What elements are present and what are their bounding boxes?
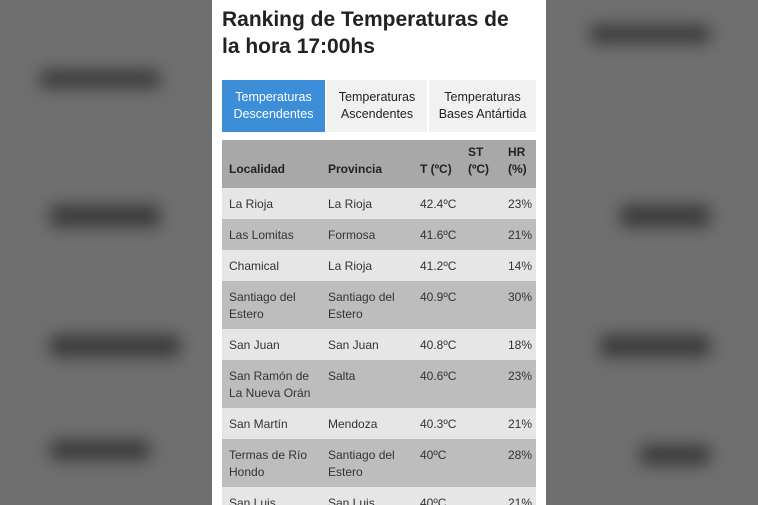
cell-provincia: La Rioja <box>321 250 413 281</box>
cell-localidad: Termas de Río Hondo <box>222 439 321 487</box>
cell-sensacion-termica <box>461 487 499 505</box>
cell-humedad: 30% <box>499 281 536 329</box>
cell-humedad: 21% <box>499 408 536 439</box>
cell-localidad: San Ramón de La Nueva Orán <box>222 360 321 408</box>
cell-temperatura: 40.3ºC <box>413 408 461 439</box>
page-title: Ranking de Temperaturas de la hora 17:00… <box>222 8 509 58</box>
tab-bar: Temperaturas Descendentes Temperaturas A… <box>222 80 536 132</box>
table-row: Chamical La Rioja 41.2ºC 14% <box>222 250 536 281</box>
table-row: Termas de Río Hondo Santiago del Estero 40… <box>222 439 536 487</box>
cell-sensacion-termica <box>461 188 499 219</box>
background-blur-shape <box>50 335 180 357</box>
cell-temperatura: 40.8ºC <box>413 329 461 360</box>
background-blur-shape <box>50 205 160 227</box>
cell-humedad: 21% <box>499 487 536 505</box>
table-header-row: Localidad Provincia T (ºC) ST (ºC) HR (%… <box>222 140 536 188</box>
background-blur-shape <box>620 205 710 227</box>
temperature-table: Localidad Provincia T (ºC) ST (ºC) HR (%… <box>222 140 536 505</box>
cell-temperatura: 40ºC <box>413 439 461 487</box>
cell-provincia: La Rioja <box>321 188 413 219</box>
cell-temperatura: 41.2ºC <box>413 250 461 281</box>
tab-temperaturas-bases-antartida[interactable]: Temperaturas Bases Antártida <box>429 80 536 132</box>
cell-localidad: La Rioja <box>222 188 321 219</box>
cell-sensacion-termica <box>461 219 499 250</box>
cell-provincia: Formosa <box>321 219 413 250</box>
cell-temperatura: 40.9ºC <box>413 281 461 329</box>
cell-provincia: San Juan <box>321 329 413 360</box>
column-header-temperatura: T (ºC) <box>413 140 461 188</box>
cell-provincia: Salta <box>321 360 413 408</box>
table-row: La Rioja La Rioja 42.4ºC 23% <box>222 188 536 219</box>
table-row: San Martín Mendoza 40.3ºC 21% <box>222 408 536 439</box>
column-header-sensacion-termica: ST (ºC) <box>461 140 499 188</box>
cell-localidad: Santiago del Estero <box>222 281 321 329</box>
cell-humedad: 23% <box>499 360 536 408</box>
cell-localidad: San Luis <box>222 487 321 505</box>
table-row: San Juan San Juan 40.8ºC 18% <box>222 329 536 360</box>
tab-temperaturas-descendentes[interactable]: Temperaturas Descendentes <box>222 80 327 132</box>
background-blur-shape <box>590 25 710 43</box>
table-row: Santiago del Estero Santiago del Estero 40… <box>222 281 536 329</box>
table-row: San Luis San Luis 40ºC 21% <box>222 487 536 505</box>
cell-humedad: 14% <box>499 250 536 281</box>
cell-localidad: San Martín <box>222 408 321 439</box>
ranking-panel: Ranking de Temperaturas de la hora 17:00… <box>212 0 546 505</box>
cell-temperatura: 40ºC <box>413 487 461 505</box>
cell-localidad: San Juan <box>222 329 321 360</box>
cell-temperatura: 42.4ºC <box>413 188 461 219</box>
cell-provincia: San Luis <box>321 487 413 505</box>
background-blur-shape <box>640 445 710 465</box>
cell-humedad: 23% <box>499 188 536 219</box>
cell-temperatura: 40.6ºC <box>413 360 461 408</box>
cell-humedad: 21% <box>499 219 536 250</box>
cell-humedad: 28% <box>499 439 536 487</box>
cell-sensacion-termica <box>461 281 499 329</box>
cell-sensacion-termica <box>461 250 499 281</box>
cell-sensacion-termica <box>461 360 499 408</box>
background-blur-shape <box>40 70 160 88</box>
background-right-shade <box>546 0 758 505</box>
cell-localidad: Chamical <box>222 250 321 281</box>
cell-sensacion-termica <box>461 329 499 360</box>
cell-provincia: Santiago del Estero <box>321 281 413 329</box>
cell-sensacion-termica <box>461 408 499 439</box>
table-row: Las Lomitas Formosa 41.6ºC 21% <box>222 219 536 250</box>
cell-localidad: Las Lomitas <box>222 219 321 250</box>
column-header-localidad: Localidad <box>222 140 321 188</box>
column-header-humedad: HR (%) <box>499 140 536 188</box>
cell-provincia: Santiago del Estero <box>321 439 413 487</box>
table-row: San Ramón de La Nueva Orán Salta 40.6ºC 23% <box>222 360 536 408</box>
background-blur-shape <box>50 440 150 460</box>
column-header-provincia: Provincia <box>321 140 413 188</box>
background-blur-shape <box>600 335 710 357</box>
cell-temperatura: 41.6ºC <box>413 219 461 250</box>
cell-humedad: 18% <box>499 329 536 360</box>
tab-temperaturas-ascendentes[interactable]: Temperaturas Ascendentes <box>327 80 429 132</box>
cell-provincia: Mendoza <box>321 408 413 439</box>
cell-sensacion-termica <box>461 439 499 487</box>
